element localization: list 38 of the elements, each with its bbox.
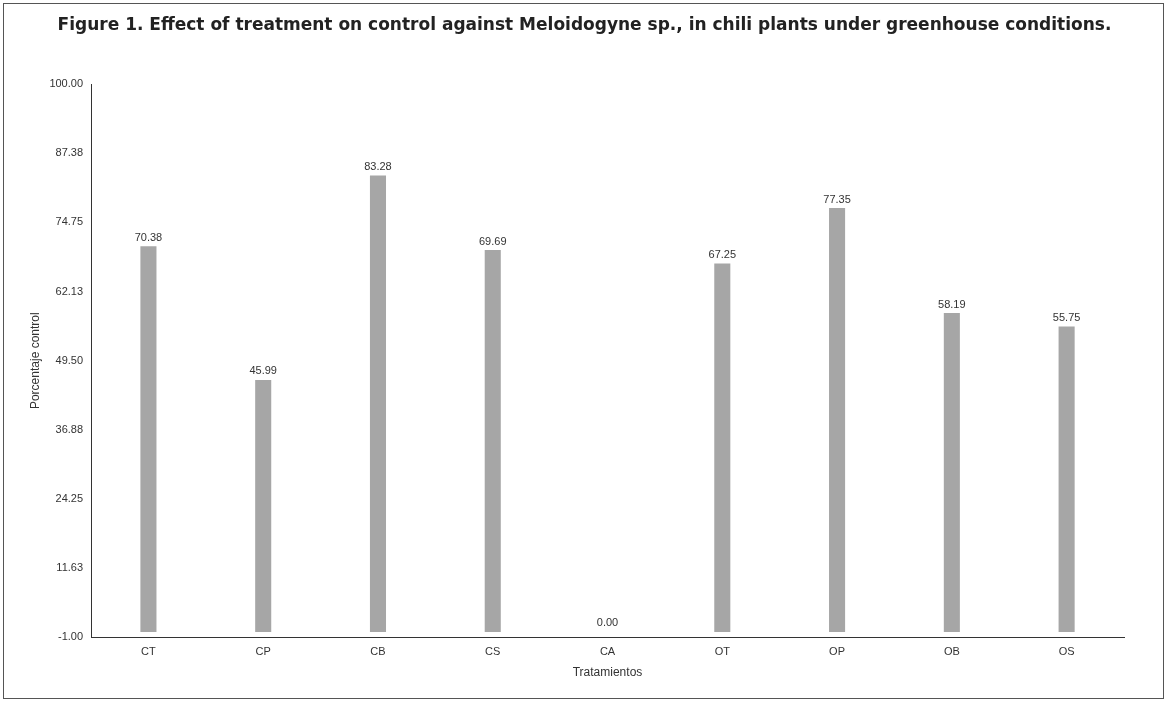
bar bbox=[255, 379, 272, 632]
y-tick-label: 24.25 bbox=[55, 492, 84, 505]
data-label: 45.99 bbox=[249, 364, 277, 377]
x-tick-label: OP bbox=[829, 645, 846, 658]
y-tick-label: 74.75 bbox=[55, 215, 84, 228]
data-label: 58.19 bbox=[938, 297, 966, 310]
x-tick-label: CT bbox=[141, 645, 157, 658]
data-label: 0.00 bbox=[596, 616, 619, 629]
x-tick-label: CA bbox=[599, 645, 616, 658]
bar bbox=[829, 208, 846, 632]
bar bbox=[369, 175, 387, 632]
x-tick-label: CB bbox=[370, 645, 386, 658]
bar bbox=[943, 313, 960, 632]
bar bbox=[140, 246, 157, 632]
bar bbox=[714, 263, 731, 632]
x-tick-label: CP bbox=[255, 645, 271, 658]
x-tick-label: CS bbox=[485, 645, 501, 658]
y-tick-label: 11.63 bbox=[56, 561, 84, 574]
bar bbox=[484, 250, 501, 632]
y-tick-label: 49.50 bbox=[55, 353, 84, 366]
y-tick-label: 36.88 bbox=[55, 422, 84, 435]
data-label: 55.75 bbox=[1052, 310, 1081, 323]
x-axis-title: Tratamientos bbox=[572, 665, 643, 680]
y-tick-label: -1.00 bbox=[57, 630, 84, 643]
x-tick-label: OT bbox=[714, 645, 731, 658]
chart-title: Figure 1. Effect of treatment on control against Meloidogyne sp., in chili plants under greenhouse conditions. bbox=[56, 14, 1113, 34]
data-label: 70.38 bbox=[134, 230, 163, 243]
x-tick-label: OS bbox=[1058, 645, 1075, 658]
x-tick-label: OB bbox=[943, 645, 960, 658]
data-label: 77.35 bbox=[823, 192, 851, 205]
data-label: 69.69 bbox=[478, 234, 507, 247]
data-label: 67.25 bbox=[708, 247, 737, 260]
y-tick-label: 87.38 bbox=[55, 146, 84, 159]
y-tick-label: 62.13 bbox=[55, 284, 84, 297]
data-label: 83.28 bbox=[364, 160, 392, 173]
y-axis-title: Porcentaje control bbox=[27, 312, 42, 410]
bar bbox=[1058, 326, 1075, 632]
y-tick-label: 100.00 bbox=[49, 77, 84, 90]
